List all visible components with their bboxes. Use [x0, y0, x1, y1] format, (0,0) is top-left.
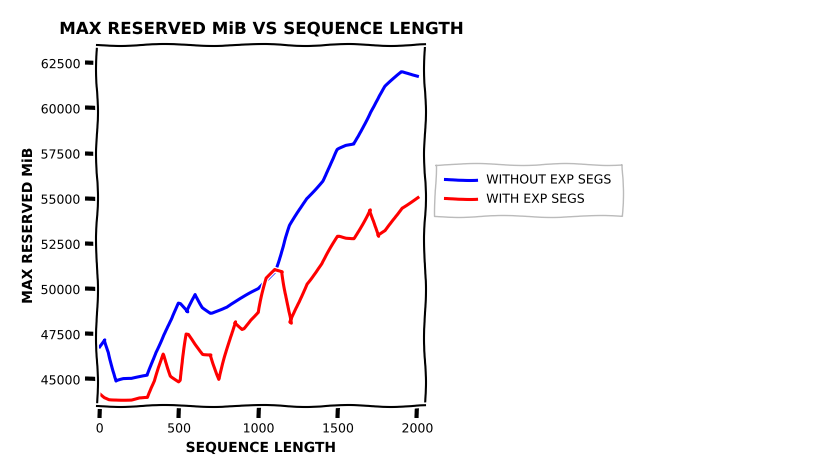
WITHOUT EXP SEGS: [301, 197, 311, 202]
WITH EXP SEGS: [261, 276, 271, 281]
WITHOUT EXP SEGS: [412, 74, 422, 79]
WITH EXP SEGS: [277, 268, 287, 274]
WITHOUT EXP SEGS: [348, 142, 358, 148]
WITHOUT EXP SEGS: [237, 296, 247, 301]
WITH EXP SEGS: [285, 321, 295, 327]
WITH EXP SEGS: [253, 310, 263, 316]
WITH EXP SEGS: [222, 350, 232, 356]
WITHOUT EXP SEGS: [142, 373, 152, 379]
WITH EXP SEGS: [127, 397, 136, 402]
WITHOUT EXP SEGS: [127, 377, 136, 382]
WITHOUT EXP SEGS: [365, 110, 375, 116]
WITH EXP SEGS: [206, 351, 216, 357]
WITH EXP SEGS: [365, 207, 375, 213]
WITH EXP SEGS: [94, 391, 104, 397]
WITH EXP SEGS: [142, 395, 152, 400]
WITH EXP SEGS: [104, 397, 114, 402]
WITH EXP SEGS: [372, 234, 382, 240]
WITHOUT EXP SEGS: [332, 148, 342, 153]
WITHOUT EXP SEGS: [285, 223, 295, 229]
X-axis label: SEQUENCE LENGTH: SEQUENCE LENGTH: [185, 441, 336, 455]
Line: WITHOUT EXP SEGS: WITHOUT EXP SEGS: [99, 73, 417, 381]
WITHOUT EXP SEGS: [111, 378, 121, 384]
WITH EXP SEGS: [118, 397, 128, 402]
WITH EXP SEGS: [213, 377, 223, 382]
WITH EXP SEGS: [341, 236, 351, 242]
WITHOUT EXP SEGS: [94, 344, 104, 350]
WITH EXP SEGS: [174, 378, 184, 384]
WITH EXP SEGS: [412, 195, 422, 200]
WITH EXP SEGS: [158, 351, 168, 357]
Y-axis label: MAX RESERVED MiB: MAX RESERVED MiB: [21, 149, 35, 304]
WITHOUT EXP SEGS: [174, 301, 184, 307]
Legend: WITHOUT EXP SEGS, WITH EXP SEGS: WITHOUT EXP SEGS, WITH EXP SEGS: [434, 164, 621, 216]
WITHOUT EXP SEGS: [99, 337, 109, 343]
WITH EXP SEGS: [99, 395, 109, 400]
WITHOUT EXP SEGS: [380, 85, 390, 90]
WITHOUT EXP SEGS: [104, 350, 114, 356]
WITH EXP SEGS: [166, 373, 176, 379]
WITHOUT EXP SEGS: [190, 292, 200, 298]
WITH EXP SEGS: [317, 261, 327, 267]
WITH EXP SEGS: [396, 206, 406, 211]
WITHOUT EXP SEGS: [151, 350, 160, 356]
WITH EXP SEGS: [348, 236, 358, 242]
WITH EXP SEGS: [190, 342, 200, 348]
WITH EXP SEGS: [111, 397, 121, 402]
WITHOUT EXP SEGS: [396, 70, 406, 76]
WITH EXP SEGS: [134, 395, 144, 400]
WITHOUT EXP SEGS: [166, 317, 176, 323]
WITHOUT EXP SEGS: [222, 305, 232, 310]
WITH EXP SEGS: [198, 351, 208, 357]
Line: WITH EXP SEGS: WITH EXP SEGS: [99, 198, 417, 399]
WITHOUT EXP SEGS: [206, 310, 216, 316]
WITHOUT EXP SEGS: [134, 375, 144, 381]
WITH EXP SEGS: [246, 317, 256, 323]
WITHOUT EXP SEGS: [158, 332, 168, 337]
WITHOUT EXP SEGS: [118, 377, 128, 382]
Title: MAX RESERVED MiB VS SEQUENCE LENGTH: MAX RESERVED MiB VS SEQUENCE LENGTH: [60, 21, 462, 39]
WITH EXP SEGS: [182, 332, 192, 337]
WITHOUT EXP SEGS: [198, 305, 208, 310]
WITHOUT EXP SEGS: [341, 144, 351, 150]
WITH EXP SEGS: [332, 234, 342, 240]
WITHOUT EXP SEGS: [317, 178, 327, 184]
WITH EXP SEGS: [301, 281, 311, 287]
WITH EXP SEGS: [269, 267, 279, 272]
WITH EXP SEGS: [380, 229, 390, 235]
WITH EXP SEGS: [151, 378, 160, 384]
WITHOUT EXP SEGS: [253, 287, 263, 292]
WITH EXP SEGS: [230, 319, 240, 325]
WITHOUT EXP SEGS: [182, 310, 192, 316]
WITH EXP SEGS: [237, 326, 247, 332]
WITHOUT EXP SEGS: [269, 268, 279, 274]
